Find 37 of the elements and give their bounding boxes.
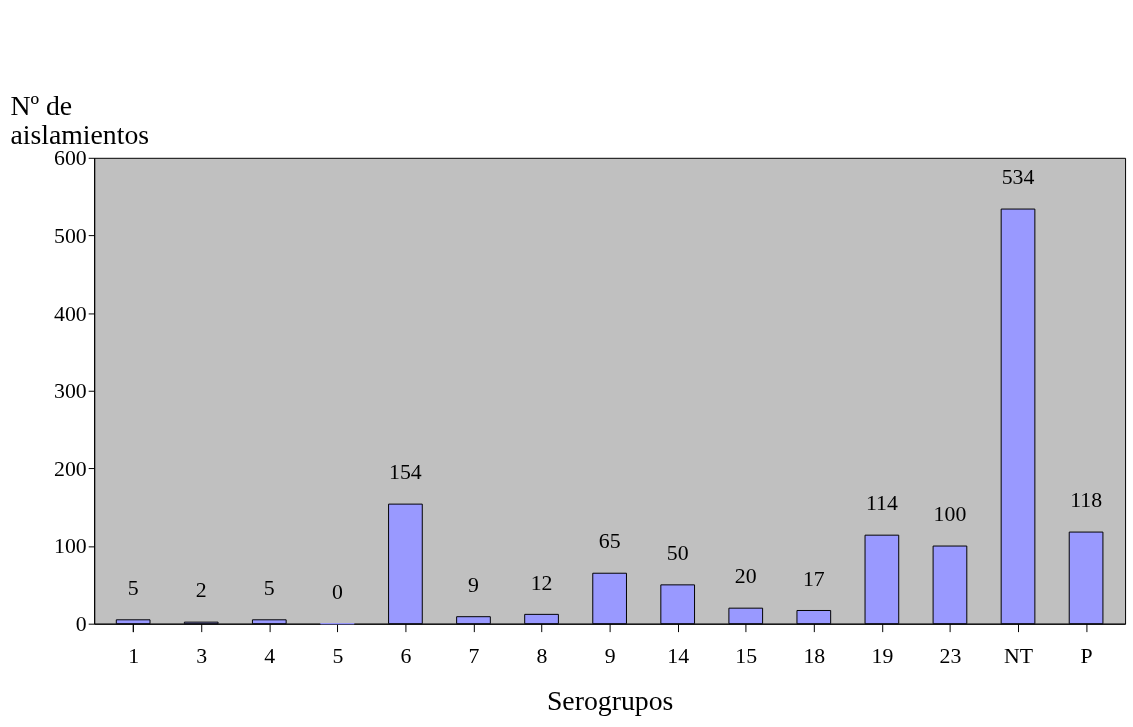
x-tick-label: 1 [128, 643, 140, 668]
x-tick-label: 18 [803, 643, 826, 668]
x-tick-label: 4 [264, 643, 276, 668]
x-tick-label: 3 [196, 643, 208, 668]
y-tick-label: 500 [54, 223, 87, 248]
x-tick-label: 15 [735, 643, 758, 668]
data-label: 5 [263, 576, 275, 601]
x-tick-label: 23 [939, 643, 962, 668]
data-label: 100 [933, 502, 967, 527]
data-label: 114 [865, 491, 898, 516]
data-label: 20 [734, 564, 757, 589]
x-tick-label: 14 [667, 643, 690, 668]
x-tick-label: P [1080, 643, 1093, 668]
y-tick-label: 100 [54, 534, 87, 559]
y-tick-label: 400 [54, 301, 87, 326]
y-tick-label: 300 [54, 379, 87, 404]
data-label: 118 [1070, 488, 1103, 513]
data-label: 154 [389, 460, 422, 485]
x-tick-label: 19 [871, 643, 894, 668]
x-tick-label: 6 [400, 643, 412, 668]
data-label: 12 [530, 570, 553, 595]
data-label: 5 [127, 576, 139, 601]
x-tick-label: 7 [468, 643, 480, 668]
data-label: 65 [598, 529, 621, 554]
x-tick-label: 8 [536, 643, 548, 668]
x-tick-label: 9 [604, 643, 616, 668]
data-label: 0 [331, 579, 343, 604]
y-tick-label: 200 [54, 456, 87, 481]
data-label: 534 [1001, 165, 1035, 190]
data-label: 17 [802, 566, 825, 591]
data-label: 2 [195, 578, 207, 603]
x-tick-label: NT [1003, 643, 1034, 668]
data-label: 9 [468, 572, 479, 597]
x-axis-title: Serogrupos [546, 685, 674, 717]
data-label: 50 [666, 541, 689, 566]
x-tick-label: 5 [332, 643, 344, 668]
y-tick-label: 0 [75, 612, 87, 637]
